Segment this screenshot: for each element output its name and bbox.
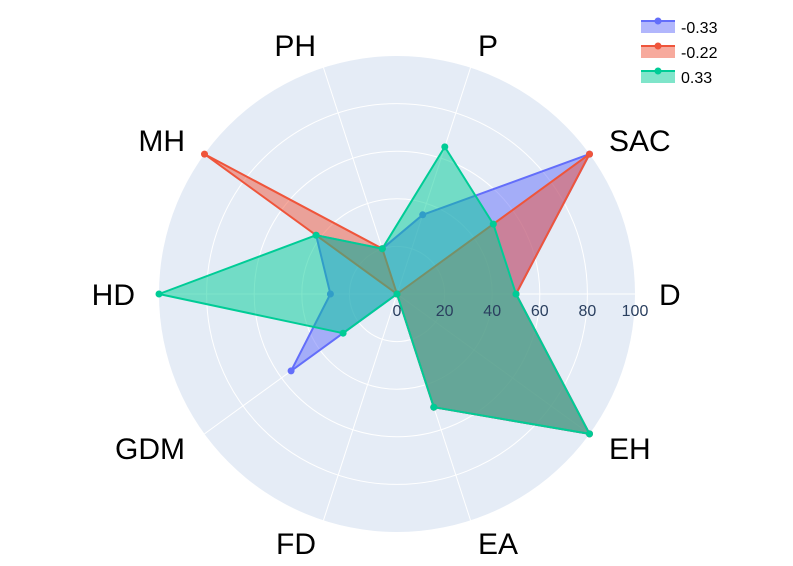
category-label-fd: FD (276, 528, 316, 561)
category-label-p: P (478, 30, 498, 63)
series-traces (155, 143, 593, 438)
category-label-ea: EA (478, 528, 518, 561)
data-point-3-gdm (339, 329, 347, 337)
data-point-3-p (441, 143, 449, 151)
radial-tick-label: 100 (622, 303, 649, 320)
data-point-3-ea (430, 403, 438, 411)
data-point-2-mh (201, 150, 208, 158)
category-labels: D EH EA FD GDM HD MH PH P SAC (92, 30, 681, 561)
category-label-eh: EH (609, 433, 651, 466)
data-point-3-fd (393, 290, 401, 298)
radial-tick-label: 60 (531, 303, 549, 320)
legend[interactable]: -0.33 -0.22 0.33 (641, 17, 718, 88)
legend-marker (654, 42, 662, 50)
legend-item-3[interactable]: 0.33 (641, 67, 712, 88)
legend-marker (654, 17, 662, 25)
data-point-3-eh (586, 430, 593, 438)
data-point-2-sac (586, 150, 593, 158)
data-point-3-d (512, 290, 520, 298)
category-label-mh: MH (138, 125, 185, 158)
category-label-d: D (659, 279, 681, 312)
legend-label: -0.22 (681, 45, 718, 62)
legend-swatch (641, 21, 675, 33)
legend-label: -0.33 (681, 20, 718, 37)
radial-tick-label: 0 (393, 303, 402, 320)
radial-tick-label: 40 (483, 303, 501, 320)
legend-marker (654, 67, 662, 75)
legend-label: 0.33 (681, 70, 712, 87)
category-label-gdm: GDM (115, 433, 185, 466)
data-point-3-sac (489, 220, 497, 228)
radial-tick-label: 20 (436, 303, 454, 320)
data-point-3-mh (312, 231, 320, 239)
legend-swatch (641, 71, 675, 83)
radial-tick-labels: 0 20 40 60 80 100 (393, 303, 649, 320)
category-label-hd: HD (92, 279, 135, 312)
legend-swatch (641, 46, 675, 58)
series-3 (155, 143, 593, 438)
spoke-fd (322, 293, 398, 521)
category-label-sac: SAC (609, 125, 671, 158)
legend-item-1[interactable]: -0.33 (641, 17, 718, 38)
radial-tick-label: 80 (579, 303, 597, 320)
data-point-3-hd (155, 290, 163, 298)
data-point-3-ph (378, 245, 386, 253)
legend-item-2[interactable]: -0.22 (641, 42, 718, 63)
category-label-ph: PH (274, 30, 316, 63)
data-point-1-gdm (287, 367, 295, 375)
